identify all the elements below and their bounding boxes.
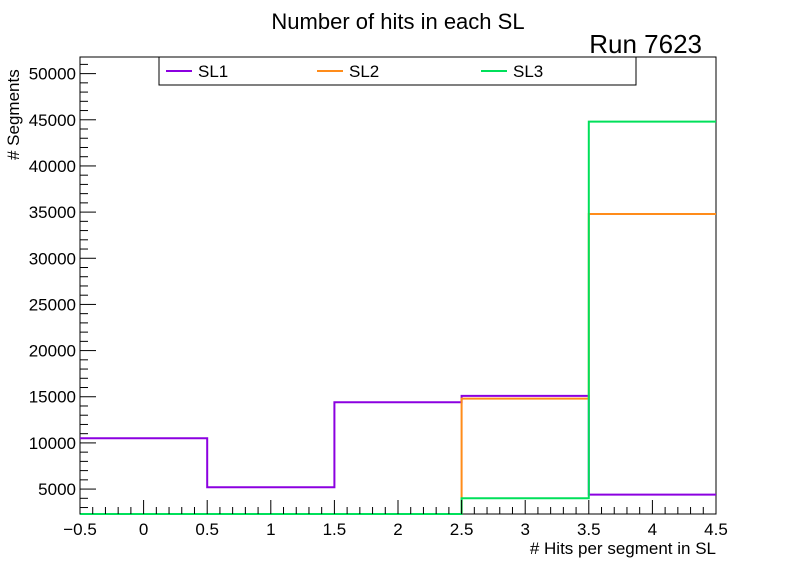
series-sl1: [80, 394, 716, 496]
series-sl3-line: [80, 120, 716, 515]
y-tick-label: 40000: [29, 157, 76, 176]
legend: SL1 SL2 SL3: [158, 56, 637, 86]
y-tick-label: 5000: [38, 480, 76, 499]
x-tick-label: 1: [266, 520, 275, 539]
x-tick-label: 2: [393, 520, 402, 539]
legend-entry-sl2: SL2: [317, 62, 379, 81]
y-axis-label: # Segments: [4, 69, 23, 160]
y-tick-label: 45000: [29, 111, 76, 130]
series-sl2-line: [80, 212, 716, 515]
x-tick-label: 4: [648, 520, 657, 539]
series-sl2: [80, 212, 716, 515]
x-tick-label: 1.5: [323, 520, 347, 539]
y-tick-label: 50000: [29, 65, 76, 84]
legend-box: [158, 56, 637, 86]
x-tick-label: 4.5: [704, 520, 728, 539]
legend-entry-sl1: SL1: [166, 62, 228, 81]
x-axis: −0.5 0 0.5 1 1.5 2 2.5 3 3.5 4 4.5: [63, 500, 728, 539]
x-tick-label: −0.5: [63, 520, 97, 539]
y-tick-label: 35000: [29, 203, 76, 222]
y-tick-label: 30000: [29, 249, 76, 268]
x-tick-label: 3.5: [577, 520, 601, 539]
legend-entry-sl3: SL3: [481, 62, 543, 81]
plot-frame: [79, 56, 717, 515]
y-tick-label: 20000: [29, 342, 76, 361]
y-tick-label: 15000: [29, 388, 76, 407]
y-tick-label: 25000: [29, 295, 76, 314]
run-label: Run 7623: [589, 29, 702, 59]
x-tick-label: 0: [139, 520, 148, 539]
x-axis-label: # Hits per segment in SL: [530, 539, 716, 558]
legend-label: SL1: [198, 62, 228, 81]
x-tick-label: 3: [520, 520, 529, 539]
x-tick-label: 2.5: [450, 520, 474, 539]
legend-label: SL3: [513, 62, 543, 81]
data-layer: [80, 120, 716, 515]
y-tick-label: 10000: [29, 434, 76, 453]
series-sl3: [80, 120, 716, 515]
legend-label: SL2: [349, 62, 379, 81]
series-sl1-line: [80, 394, 716, 496]
x-tick-label: 0.5: [195, 520, 219, 539]
chart-title: Number of hits in each SL: [271, 9, 524, 34]
y-axis: 5000 10000 15000 20000 25000 30000 35000 40000 4…: [29, 63, 96, 509]
